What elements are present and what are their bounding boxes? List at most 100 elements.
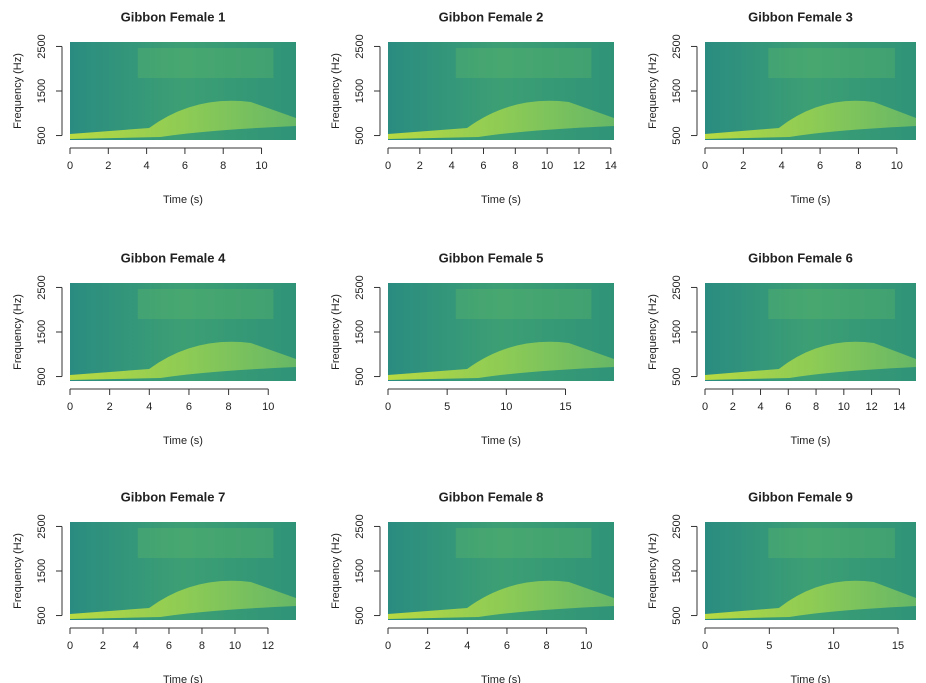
x-tick-label: 6 — [817, 160, 823, 172]
x-tick-label: 0 — [702, 160, 708, 172]
x-tick-label: 0 — [385, 401, 391, 413]
panel: Gibbon Female 5 0 5 10 15 Time (s) 500 1500 2500… — [330, 250, 614, 447]
x-tick-label: 0 — [702, 401, 708, 413]
panel-title: Gibbon Female 4 — [121, 250, 227, 265]
x-tick-label: 4 — [146, 401, 152, 413]
x-tick-label: 6 — [166, 640, 172, 652]
x-tick-label: 0 — [385, 640, 391, 652]
y-tick-label: 2500 — [36, 34, 48, 58]
y-axis-label: Frequency (Hz) — [12, 53, 24, 129]
upper-band — [768, 48, 895, 78]
x-tick-label: 6 — [785, 401, 791, 413]
x-tick-label: 2 — [730, 401, 736, 413]
panel-title: Gibbon Female 7 — [121, 489, 226, 504]
y-tick-label: 1500 — [671, 320, 683, 344]
x-tick-label: 10 — [891, 160, 903, 172]
x-tick-label: 10 — [500, 401, 512, 413]
x-tick-label: 8 — [226, 401, 232, 413]
x-tick-label: 2 — [107, 401, 113, 413]
y-axis-label: Frequency (Hz) — [330, 533, 342, 609]
x-tick-label: 0 — [702, 640, 708, 652]
x-tick-label: 10 — [580, 640, 592, 652]
panel-title: Gibbon Female 1 — [121, 9, 226, 24]
x-tick-label: 10 — [541, 160, 553, 172]
x-tick-label: 8 — [220, 160, 226, 172]
panel: Gibbon Female 7 0 2 4 6 8 10 12 Time (s) 500 1500 2… — [12, 489, 296, 683]
y-tick-label: 1500 — [36, 79, 48, 103]
y-axis-label: Frequency (Hz) — [12, 294, 24, 370]
panel: Gibbon Female 1 0 2 4 6 8 10 Time (s) 500 1500 250… — [12, 9, 296, 206]
x-tick-label: 8 — [855, 160, 861, 172]
x-tick-label: 4 — [449, 160, 455, 172]
x-tick-label: 14 — [605, 160, 617, 172]
x-tick-label: 10 — [229, 640, 241, 652]
y-tick-label: 1500 — [671, 79, 683, 103]
x-tick-label: 10 — [262, 401, 274, 413]
panel-title: Gibbon Female 6 — [748, 250, 853, 265]
y-tick-label: 1500 — [354, 559, 366, 583]
x-axis-label: Time (s) — [791, 194, 831, 206]
x-axis-label: Time (s) — [163, 435, 203, 447]
x-tick-label: 2 — [740, 160, 746, 172]
x-tick-label: 15 — [559, 401, 571, 413]
x-tick-label: 10 — [828, 640, 840, 652]
harmonic-band — [70, 580, 296, 619]
x-tick-label: 14 — [893, 401, 905, 413]
upper-band — [455, 289, 592, 319]
panel-title: Gibbon Female 5 — [439, 250, 544, 265]
y-tick-label: 1500 — [671, 559, 683, 583]
panel-title: Gibbon Female 2 — [439, 9, 544, 24]
y-tick-label: 2500 — [671, 34, 683, 58]
x-tick-label: 12 — [573, 160, 585, 172]
x-tick-label: 0 — [67, 640, 73, 652]
upper-band — [455, 48, 592, 78]
x-axis-label: Time (s) — [481, 194, 521, 206]
y-tick-label: 500 — [671, 367, 683, 385]
panel-title: Gibbon Female 3 — [748, 9, 853, 24]
x-tick-label: 6 — [504, 640, 510, 652]
y-tick-label: 1500 — [354, 320, 366, 344]
y-axis-label: Frequency (Hz) — [647, 533, 659, 609]
y-tick-label: 500 — [354, 606, 366, 624]
y-tick-label: 2500 — [354, 275, 366, 299]
x-tick-label: 2 — [417, 160, 423, 172]
y-tick-label: 500 — [354, 126, 366, 144]
upper-band — [455, 528, 592, 558]
panel: Gibbon Female 3 0 2 4 6 8 10 Time (s) 500 1500 250… — [647, 9, 916, 206]
x-tick-label: 8 — [813, 401, 819, 413]
y-tick-label: 1500 — [36, 559, 48, 583]
x-axis-label: Time (s) — [481, 674, 521, 683]
x-tick-label: 6 — [480, 160, 486, 172]
x-axis-label: Time (s) — [481, 435, 521, 447]
x-tick-label: 2 — [425, 640, 431, 652]
y-axis-label: Frequency (Hz) — [647, 294, 659, 370]
x-axis-label: Time (s) — [791, 435, 831, 447]
x-tick-label: 4 — [144, 160, 150, 172]
x-tick-label: 15 — [892, 640, 904, 652]
x-tick-label: 4 — [133, 640, 139, 652]
harmonic-band — [388, 341, 614, 380]
harmonic-band — [388, 580, 614, 619]
panel: Gibbon Female 2 0 2 4 6 8 10 12 14 Time (s) 500 150… — [330, 9, 617, 205]
y-tick-label: 500 — [36, 126, 48, 144]
harmonic-band — [70, 100, 296, 139]
harmonic-band — [388, 100, 614, 139]
y-tick-label: 2500 — [36, 514, 48, 538]
y-tick-label: 2500 — [354, 34, 366, 58]
y-tick-label: 1500 — [354, 79, 366, 103]
upper-band — [137, 289, 274, 319]
x-tick-label: 6 — [186, 401, 192, 413]
panel-title: Gibbon Female 9 — [748, 489, 853, 504]
panel-title: Gibbon Female 8 — [439, 489, 544, 504]
x-tick-label: 8 — [512, 160, 518, 172]
y-tick-label: 500 — [354, 367, 366, 385]
panel: Gibbon Female 9 0 5 10 15 Time (s) 500 1500 2500… — [647, 489, 916, 683]
y-axis-label: Frequency (Hz) — [330, 53, 342, 129]
harmonic-band — [705, 580, 916, 619]
x-tick-label: 8 — [544, 640, 550, 652]
upper-band — [137, 528, 274, 558]
x-tick-label: 4 — [464, 640, 470, 652]
harmonic-band — [70, 341, 296, 380]
x-tick-label: 0 — [385, 160, 391, 172]
